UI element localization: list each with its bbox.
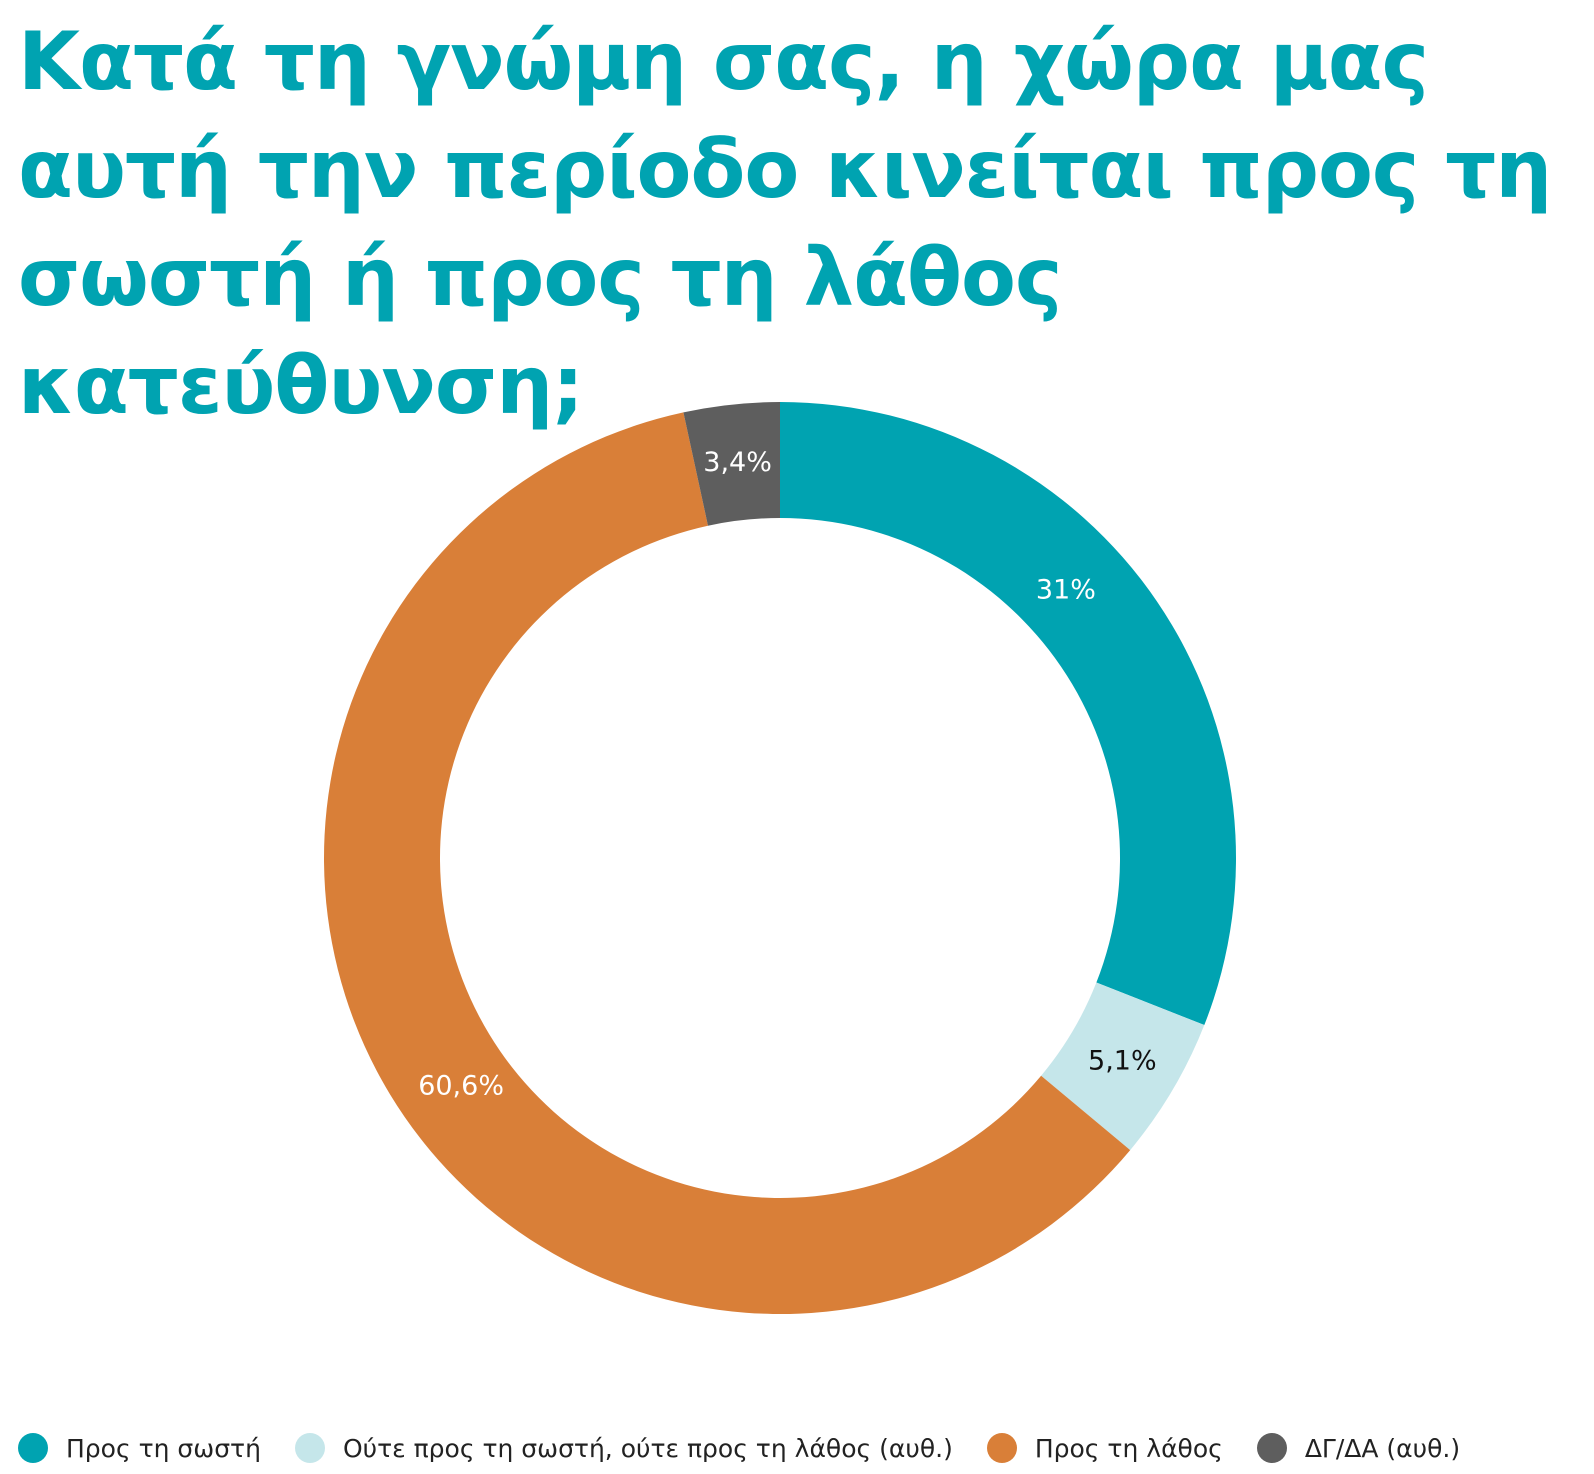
donut-slice-4 (683, 402, 780, 526)
donut-slice-label-3: 60,6% (418, 1070, 504, 1101)
chart-legend: Προς τη σωστή Ούτε προς τη σωστή, ούτε πρ… (18, 1428, 1460, 1468)
legend-swatch-icon (1256, 1433, 1287, 1463)
legend-label: Προς τη λάθος (1034, 1433, 1223, 1463)
donut-slice-2 (1041, 982, 1205, 1151)
donut-slice-1 (780, 402, 1236, 1026)
legend-item-3: Προς τη λάθος (986, 1433, 1223, 1463)
donut-slice-label-1: 31% (1036, 574, 1096, 605)
legend-item-4: ΔΓ/ΔΑ (αυθ.) (1256, 1433, 1461, 1463)
legend-label: ΔΓ/ΔΑ (αυθ.) (1304, 1433, 1461, 1463)
legend-swatch-icon (18, 1433, 48, 1463)
legend-label: Ούτε προς τη σωστή, ούτε προς τη λάθος (… (342, 1433, 953, 1463)
donut-slice-label-4: 3,4% (703, 447, 772, 478)
chart-title: Κατά τη γνώμη σας, η χώρα μας αυτή την π… (18, 15, 1552, 432)
donut-slice-label-2: 5,1% (1088, 1045, 1157, 1076)
legend-item-1: Προς τη σωστή (18, 1433, 261, 1463)
legend-item-2: Ούτε προς τη σωστή, ούτε προς τη λάθος (… (294, 1433, 953, 1463)
legend-swatch-icon (294, 1433, 325, 1463)
donut-slice-3 (324, 412, 1131, 1315)
legend-swatch-icon (986, 1433, 1017, 1463)
legend-label: Προς τη σωστή (66, 1433, 261, 1463)
donut-chart: 31% 5,1% 60,6% 3,4% (324, 402, 1236, 1315)
